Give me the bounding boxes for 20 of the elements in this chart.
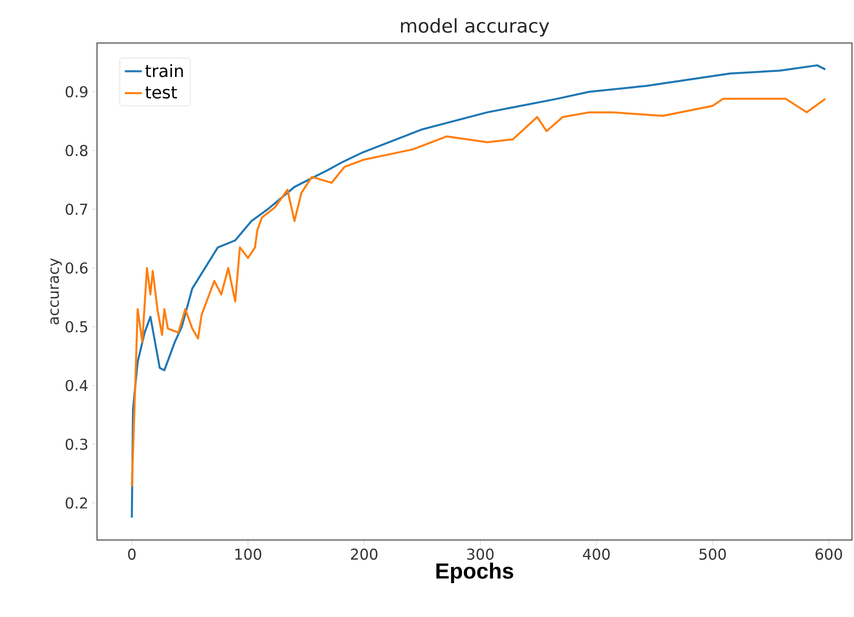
x-tick-label: 500 [700, 548, 726, 560]
legend-label: test [145, 86, 177, 99]
x-tick-label: 0 [128, 548, 136, 560]
y-tick-label: 0.2 [66, 497, 87, 509]
y-tick-label: 0.3 [66, 438, 88, 450]
chart-title: model accuracy [401, 18, 550, 36]
y-tick-label: 0.6 [66, 262, 88, 274]
x-tick-label: 200 [350, 548, 378, 560]
x-tick-label: 400 [582, 548, 610, 560]
x-axis-title: Epochs [436, 562, 514, 584]
x-tick-label: 300 [467, 548, 494, 560]
y-tick-label: 0.4 [66, 380, 88, 392]
y-tick-label: 0.7 [66, 204, 88, 215]
y-tick-label: 0.9 [66, 86, 88, 98]
y-axis-title: accuracy [50, 258, 62, 324]
y-tick-label: 0.8 [66, 144, 88, 156]
y-tick-label: 0.5 [66, 321, 88, 332]
x-tick-label: 100 [235, 548, 262, 560]
legend-label: train [145, 64, 183, 78]
x-tick-label: 600 [816, 548, 842, 560]
